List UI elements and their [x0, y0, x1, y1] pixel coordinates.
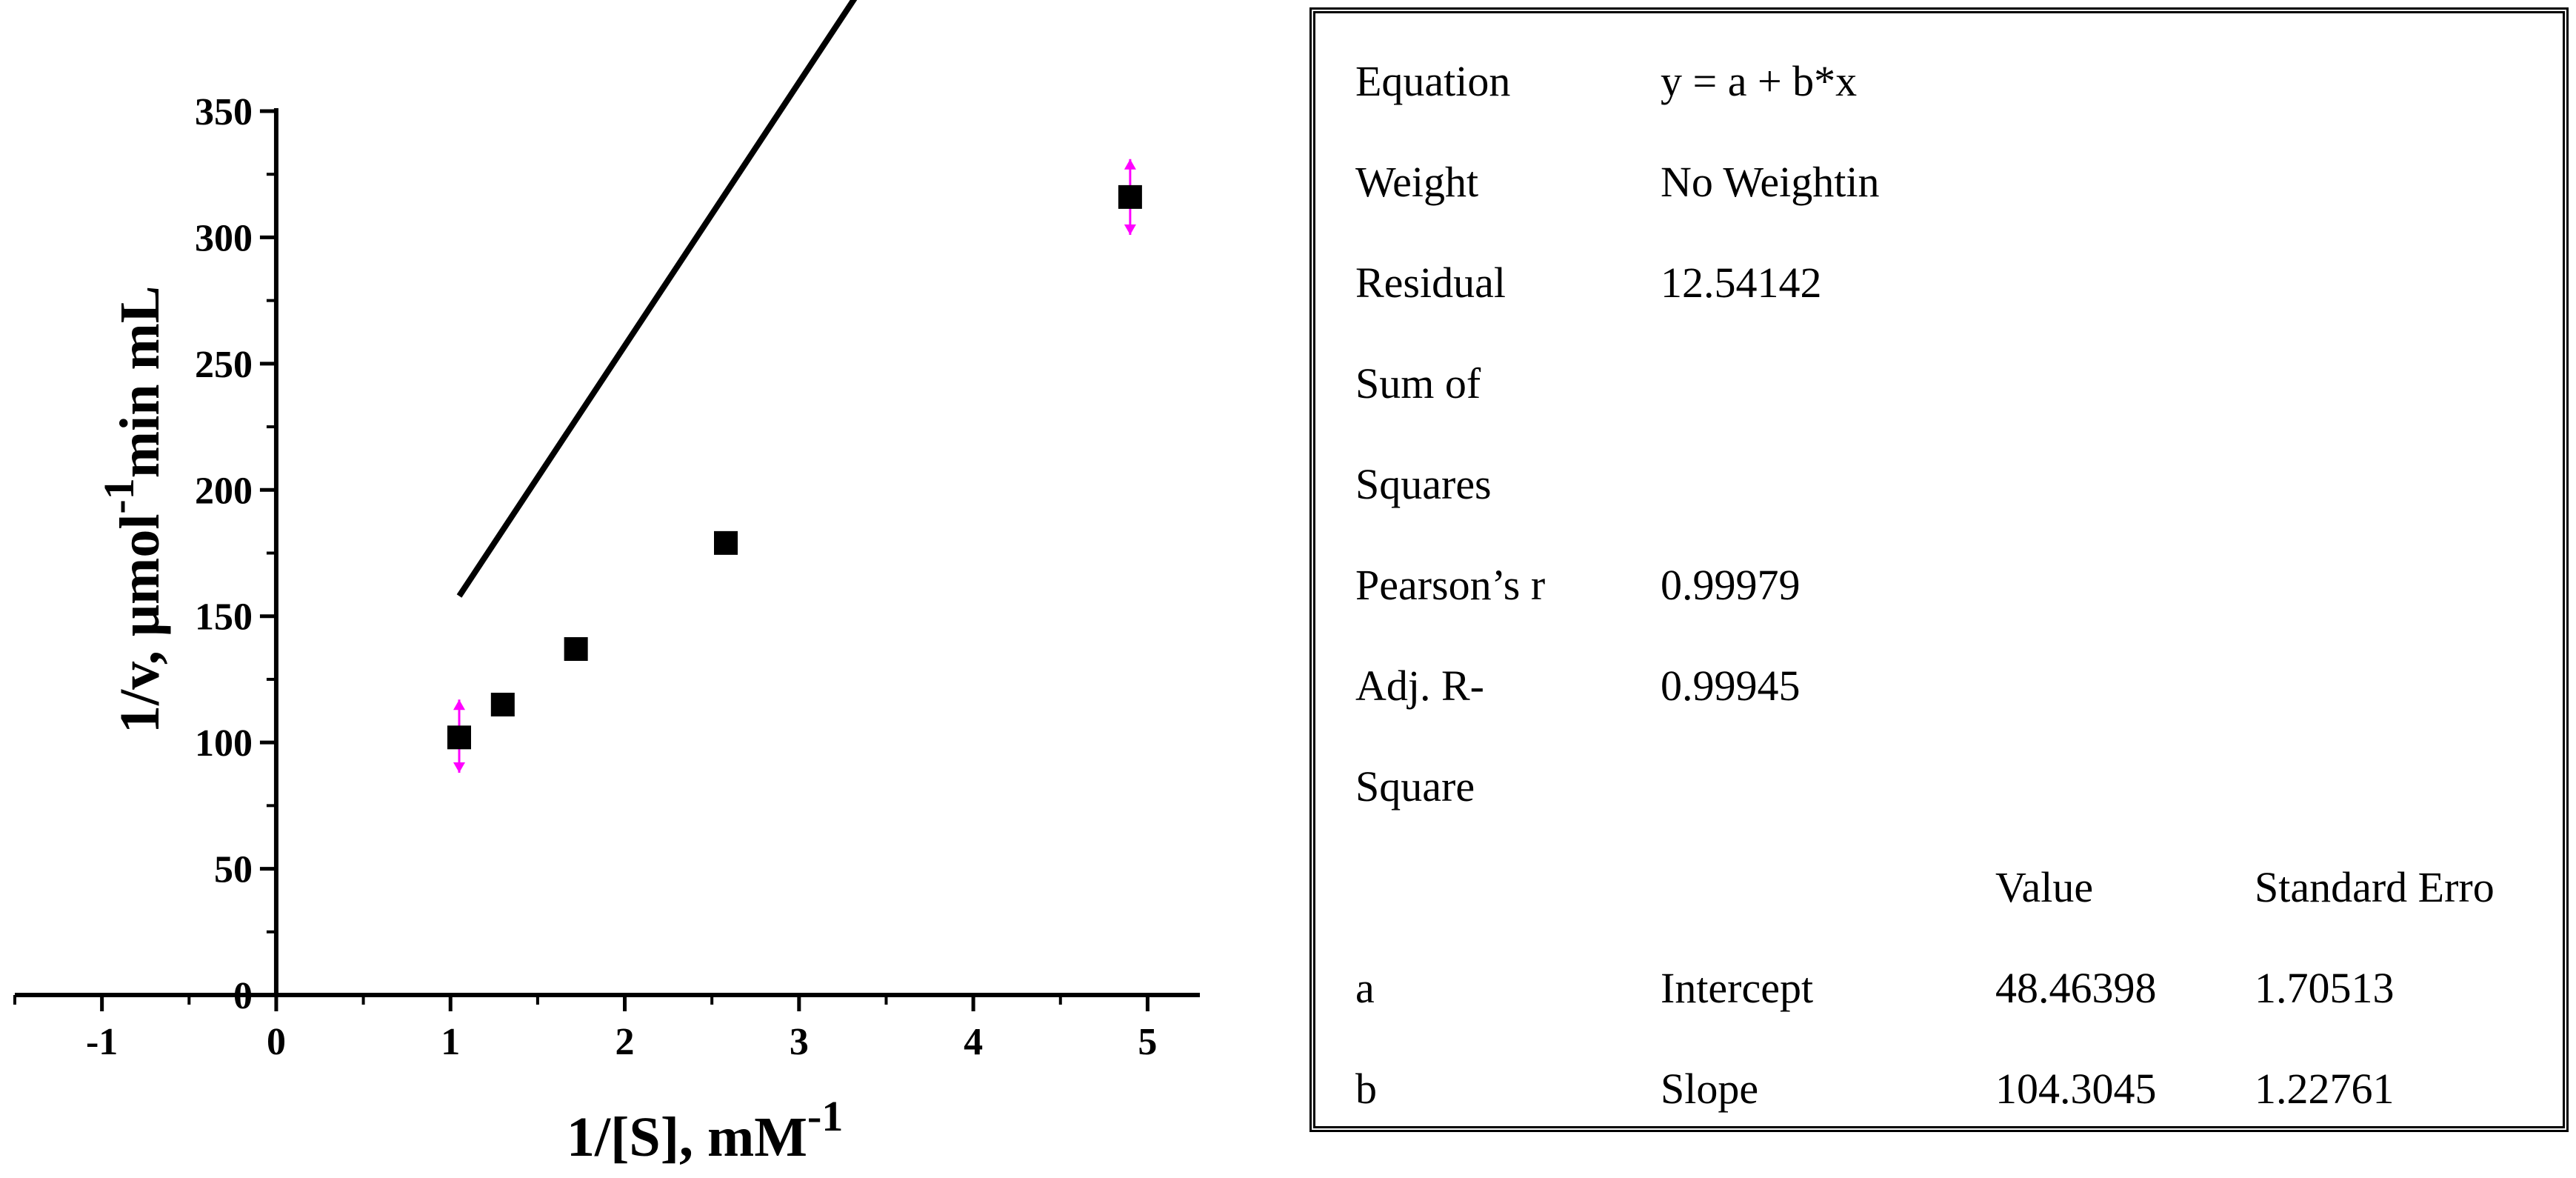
x-tick-label: 2: [615, 1021, 635, 1063]
y-tick-label: 0: [233, 975, 253, 1017]
fit-table-row: Square: [1315, 736, 2563, 837]
fit-table-cell: Equation: [1355, 57, 1511, 105]
fit-table-cell: Sum of: [1355, 359, 1481, 407]
data-point: [1118, 184, 1142, 209]
x-tick-label: -1: [86, 1021, 118, 1063]
y-tick-label: 50: [214, 849, 253, 891]
y-tick-label: 350: [195, 91, 253, 133]
fit-table-cell: Value: [1995, 863, 2094, 911]
fit-table-row: a Intercept 48.46398 1.70513: [1315, 938, 2563, 1039]
x-tick-label: 3: [790, 1021, 809, 1063]
error-markers: [453, 159, 1136, 773]
fit-table-row: Residual 12.54142: [1315, 233, 2563, 333]
y-axis-title-sup: -1: [95, 478, 143, 513]
data-points: [447, 184, 1142, 750]
y-tick-label: 250: [195, 344, 253, 386]
error-arrow-up: [1124, 159, 1136, 170]
fit-table-cell: Pearson’s r: [1355, 561, 1546, 609]
y-tick-label: 150: [195, 596, 253, 639]
fit-table-cell: y = a + b*x: [1661, 57, 1858, 105]
x-axis-title-text: 1/[S], mM: [567, 1106, 807, 1168]
fit-table-row: Adj. R- 0.99945: [1315, 636, 2563, 736]
x-tick-label: 0: [267, 1021, 286, 1063]
error-arrow-down: [453, 762, 465, 773]
fit-table-row: Pearson’s r 0.99979: [1315, 535, 2563, 636]
data-point: [714, 530, 738, 555]
y-tick-label: 100: [195, 722, 253, 765]
error-arrow-up: [453, 699, 465, 711]
fit-table-cell: 104.3045: [1995, 1065, 2157, 1113]
fit-table-cell: 48.46398: [1995, 964, 2157, 1012]
y-tick-label: 200: [195, 470, 253, 512]
fit-table-row: Weight No Weightin: [1315, 132, 2563, 233]
fit-line-layer: [456, 0, 858, 598]
y-tick-label: 300: [195, 217, 253, 259]
y-axis-title: 1/v, μmol-1min mL: [95, 286, 171, 733]
x-tick-label: 5: [1138, 1021, 1157, 1063]
x-axis-title-sup: -1: [807, 1092, 843, 1140]
fit-table-cell: b: [1355, 1065, 1377, 1113]
data-point: [490, 693, 515, 717]
fit-table-cell: Residual: [1355, 259, 1506, 307]
fit-table-cell: 1.70513: [2255, 964, 2395, 1012]
fit-table-cell: 0.99979: [1661, 561, 1801, 609]
fit-table-row: Equation y = a + b*x: [1315, 31, 2563, 132]
fit-table-cell: a: [1355, 964, 1375, 1012]
fit-table-cell: 1.22761: [2255, 1065, 2395, 1113]
fit-table-cell: No Weightin: [1661, 158, 1880, 206]
axes: [13, 108, 1200, 1011]
fit-table-cell: Squares: [1355, 460, 1492, 508]
fit-line: [456, 0, 858, 598]
error-arrow-down: [1124, 224, 1136, 236]
fit-table-cell: Square: [1355, 762, 1475, 811]
fit-table-cell: Adj. R-: [1355, 662, 1484, 710]
fit-table-cell: Slope: [1661, 1065, 1759, 1113]
fit-table-cell: Weight: [1355, 158, 1479, 206]
fit-table-cell: 0.99945: [1661, 662, 1801, 710]
x-tick-label: 1: [441, 1021, 460, 1063]
fit-table-row: Squares: [1315, 434, 2563, 535]
data-point: [564, 637, 588, 662]
fit-table-cell: Intercept: [1661, 964, 1814, 1012]
x-axis-title: 1/[S], mM-1: [567, 1092, 843, 1168]
y-axis-title-suffix: min mL: [109, 286, 171, 479]
fit-results-table: Equation y = a + b*x Weight No Weightin Resi…: [1309, 7, 2569, 1132]
y-axis-title-prefix: 1/v, μmol: [109, 514, 171, 733]
fit-table-cell: Standard Erro: [2255, 863, 2495, 911]
fit-table-cell: 12.54142: [1661, 259, 1822, 307]
fit-table-row: Sum of: [1315, 333, 2563, 434]
fit-table-row: Value Standard Erro: [1315, 837, 2563, 938]
x-tick-label: 4: [964, 1021, 983, 1063]
data-point: [447, 725, 471, 750]
fit-table-row: b Slope 104.3045 1.22761: [1315, 1039, 2563, 1139]
